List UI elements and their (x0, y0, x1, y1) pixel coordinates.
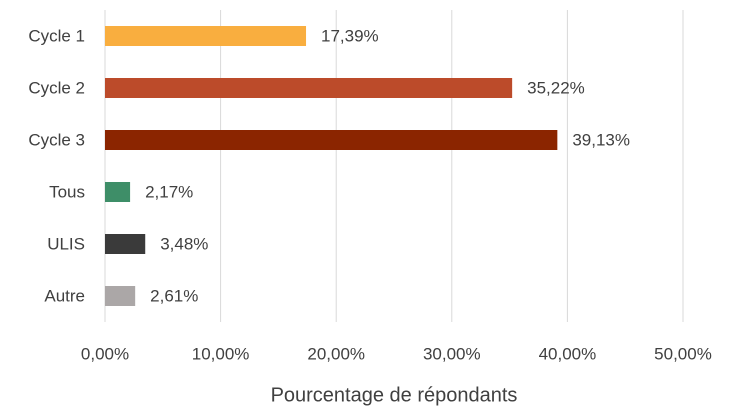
value-label: 2,61% (150, 286, 198, 305)
x-axis-title: Pourcentage de répondants (271, 384, 518, 406)
y-tick-label: Cycle 3 (28, 130, 85, 149)
x-tick-label: 0,00% (81, 344, 129, 363)
bar (105, 78, 513, 98)
bar (105, 182, 131, 202)
bar (105, 130, 558, 150)
x-tick-label: 30,00% (423, 344, 481, 363)
x-tick-label: 40,00% (539, 344, 597, 363)
bar (105, 26, 307, 46)
y-tick-label: Tous (49, 182, 85, 201)
value-label: 17,39% (321, 26, 379, 45)
x-tick-label: 50,00% (654, 344, 712, 363)
y-tick-label: ULIS (47, 234, 85, 253)
value-label: 2,17% (145, 182, 193, 201)
bar (105, 286, 136, 306)
value-label: 3,48% (160, 234, 208, 253)
x-tick-label: 10,00% (192, 344, 250, 363)
x-tick-label: 20,00% (307, 344, 365, 363)
value-label: 35,22% (527, 78, 585, 97)
y-tick-label: Cycle 1 (28, 26, 85, 45)
bar (105, 234, 146, 254)
value-label: 39,13% (572, 130, 630, 149)
y-tick-label: Autre (44, 286, 85, 305)
y-tick-label: Cycle 2 (28, 78, 85, 97)
